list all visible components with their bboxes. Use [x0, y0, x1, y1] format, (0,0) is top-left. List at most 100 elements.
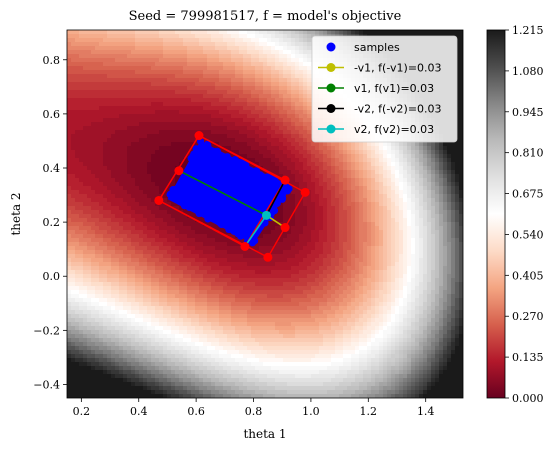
sample-point — [195, 209, 203, 218]
y-tick-label: 0.4 — [43, 162, 61, 175]
colorbar-tick-label: 0.405 — [512, 269, 544, 282]
legend-label: v1, f(v1)=0.03 — [354, 82, 434, 95]
direction-line-neg_v2 — [265, 179, 286, 216]
sample-point — [177, 190, 185, 198]
colorbar-tick-label: 0.000 — [512, 392, 544, 405]
x-tick-label: 0.6 — [187, 405, 205, 418]
sample-point — [218, 173, 226, 181]
direction-line-v1 — [178, 169, 267, 217]
y-tick-label: −0.2 — [33, 324, 60, 337]
sample-point — [235, 187, 244, 196]
legend-label: v2, f(v2)=0.03 — [354, 123, 434, 136]
sample-point — [231, 209, 240, 217]
x-tick-label: 1.0 — [302, 405, 320, 418]
colorbar-gradient — [486, 29, 506, 399]
box-vertex-point — [280, 175, 290, 185]
sample-point — [239, 215, 247, 223]
sample-point — [253, 201, 261, 209]
sample-point — [258, 199, 267, 208]
x-axis: 0.2 0.4 0.6 0.8 1.0 1.2 1.4 — [73, 398, 435, 418]
box-vertex-point — [174, 166, 184, 176]
sample-point — [168, 193, 176, 201]
sample-point — [271, 176, 279, 185]
sample-point — [190, 150, 198, 158]
sample-point — [186, 165, 195, 173]
sample-point — [278, 190, 287, 198]
sample-point — [231, 158, 240, 166]
sample-point — [229, 224, 237, 233]
sample-point — [273, 199, 281, 207]
x-tick-label: 0.2 — [73, 405, 91, 418]
legend-label: samples — [354, 41, 400, 54]
x-axis-label: theta 1 — [243, 427, 286, 441]
colorbar-tick-label: 0.945 — [512, 106, 544, 119]
sample-point — [229, 203, 237, 211]
legend-box — [311, 35, 458, 143]
sample-point — [237, 167, 245, 175]
legend-marker — [326, 104, 336, 113]
box-vertex-point — [280, 223, 290, 233]
sample-point — [261, 176, 269, 185]
colorbar-tick-label: 0.540 — [512, 228, 544, 241]
sample-point — [237, 232, 245, 240]
sample-point — [181, 177, 189, 185]
legend-marker — [326, 42, 336, 52]
legend: samples -v1, f(-v1)=0.03 v1, f(v1)=0.03 -v2… — [311, 35, 458, 143]
sample-point — [215, 218, 223, 226]
y-tick-label: 0.2 — [43, 216, 61, 229]
direction-line-v2 — [244, 214, 268, 247]
sample-point — [252, 173, 261, 181]
y-tick-label: −0.4 — [33, 378, 60, 391]
sample-point — [260, 183, 268, 191]
sample-point — [215, 211, 224, 220]
sample-point — [170, 185, 179, 194]
sample-point — [221, 197, 229, 205]
sample-point — [201, 147, 209, 155]
legend-marker — [326, 63, 336, 72]
sample-point — [176, 183, 184, 191]
sample-point — [218, 179, 226, 187]
legend-label: -v2, f(-v2)=0.03 — [354, 103, 442, 116]
legend-label: -v1, f(-v1)=0.03 — [354, 62, 442, 75]
sample-point — [196, 167, 204, 175]
sample-point — [193, 158, 202, 166]
sample-point — [177, 196, 185, 204]
sample-point — [201, 208, 209, 216]
sample-point — [204, 215, 212, 223]
y-axis: −0.4 −0.2 0.0 0.2 0.4 0.6 0.8 — [33, 54, 67, 391]
sample-point — [206, 155, 214, 164]
colorbar-tick-label: 0.810 — [512, 147, 544, 160]
y-tick-label: 0.6 — [43, 108, 61, 121]
sample-point — [208, 173, 217, 182]
colorbar-tick-label: 0.675 — [512, 188, 544, 201]
sample-point — [205, 194, 213, 202]
box-vertex-point — [194, 131, 204, 141]
box-vertex-point — [263, 252, 273, 262]
sample-point — [225, 166, 233, 174]
sample-point — [244, 193, 252, 201]
colorbar: 0.000 0.135 0.270 0.405 0.540 0.675 0.810 0.945… — [486, 24, 544, 405]
sample-point — [227, 173, 235, 181]
y-tick-label: 0.8 — [43, 54, 61, 67]
x-tick-label: 1.2 — [360, 405, 378, 418]
box-vertex-point — [300, 187, 310, 197]
box-vertex-point — [154, 195, 164, 205]
y-tick-label: 0.0 — [43, 270, 61, 283]
y-axis-label: theta 2 — [9, 192, 23, 235]
colorbar-tick-label: 0.270 — [512, 310, 544, 323]
sample-point — [239, 221, 247, 229]
box-vertex-point — [240, 241, 250, 251]
x-tick-label: 1.4 — [417, 405, 435, 418]
sample-point — [231, 164, 239, 173]
x-tick-label: 0.4 — [130, 405, 148, 418]
sample-point — [240, 175, 248, 184]
center-point — [261, 210, 271, 220]
sample-point — [233, 174, 241, 182]
sample-point — [246, 216, 254, 224]
sample-point — [199, 188, 207, 196]
sample-point — [244, 210, 253, 218]
sample-point — [228, 215, 237, 223]
x-tick-label: 0.8 — [245, 405, 263, 418]
sample-point — [285, 185, 293, 193]
sample-point — [238, 158, 247, 167]
